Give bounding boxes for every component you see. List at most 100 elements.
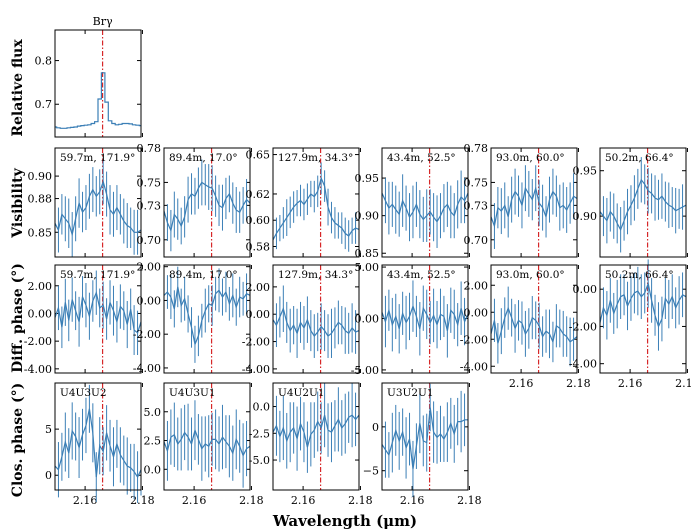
ytick-label: 0.90 [28,170,53,183]
series-line [381,304,469,331]
ytick-label: -2.00 [569,320,597,333]
panel: -4.00 -2.00 0.00 2.00 2.16 2.18 93.0m, 60.0° [460,264,591,390]
panel-frame [272,147,360,258]
ytick-label: 0.90 [355,210,380,223]
panel-frame [272,264,360,374]
ytick-label: -2.00 [460,333,488,346]
panel: 0.70 0.73 0.75 0.78 89.4m, 17.0° [137,142,252,258]
xtick-label: 2.18 [566,377,591,390]
ytick-label: 2.00 [28,280,53,293]
ytick-label: 2.5 [144,435,162,448]
ytick-label: 0.95 [355,172,380,185]
ytick-label: 0 [45,469,52,482]
xtick-label: 2.16 [509,377,534,390]
ytick-label: -2.00 [242,336,270,349]
xtick-label: 2.16 [618,377,643,390]
xtick-label: 2.18 [675,377,691,390]
ytick-label: 0.00 [464,306,489,319]
br-gamma-label: Brγ [93,15,113,28]
ytick-label: 0.60 [246,214,271,227]
series-line [272,176,360,241]
ytick-label: 5.0 [144,406,162,419]
ytick-label: 5.00 [355,261,380,274]
panel-frame [54,382,142,491]
panel: 0.70 0.73 0.75 0.78 93.0m, 60.0° [464,142,579,258]
ytick-label: 0.00 [28,307,53,320]
series-line [54,408,142,479]
ytick-label: 0.58 [246,240,271,253]
ytick-label: −5 [363,465,379,478]
ytick-label: 0.0 [253,401,271,414]
panel: 0.58 0.60 0.62 0.65 127.9m, 34.3° [246,147,361,258]
series-line [54,179,142,237]
baseline-label: 93.0m, 60.0° [496,152,565,164]
ytick-label: 0.0 [144,463,162,476]
ytick-label: 0.00 [137,294,162,307]
ytick-label: 0.00 [246,308,271,321]
panel: 0.85 0.90 0.95 43.4m, 52.5° [355,147,470,260]
ytick-label: 0.00 [355,312,380,325]
ytick-label: 0.85 [355,247,380,260]
series-line [55,72,141,129]
baseline-label: 59.7m, 171.9° [60,269,135,281]
ytick-label: 0.00 [573,283,598,296]
ytick-label: 0.65 [246,149,271,162]
baseline-label: U3U2U1 [387,387,434,399]
xtick-label: 2.18 [348,494,373,507]
row-ylabel: Diff. phase (°) [10,263,26,373]
panel-frame [381,264,469,374]
ytick-label: 0.62 [246,188,271,201]
ytick-label: 0 [372,421,379,434]
ytick-label: 0.88 [28,193,53,206]
ytick-label: 0.95 [573,165,598,178]
ytick-label: 0.8 [35,55,53,68]
ytick-label: 0.75 [137,176,162,189]
ytick-label: 5 [45,423,52,436]
panel-frame [599,147,687,258]
panel: -5.00 0.00 5.00 43.4m, 52.5° [351,261,470,377]
ytick-label: 0.85 [28,226,53,239]
xtick-label: 2.16 [182,494,207,507]
panel: 0.90 0.95 50.2m, 66.4° [573,147,688,258]
series-line [163,286,251,347]
ytick-label: -4.00 [133,362,161,375]
ytick-label: 0.7 [35,98,53,111]
series-line [54,290,142,334]
baseline-label: 89.4m, 17.0° [169,152,238,164]
series-line [599,281,687,329]
row-ylabel: Relative flux [10,39,26,137]
panel: 0 5 2.16 2.18 U4U3U2 [45,382,155,507]
xtick-label: 2.16 [73,494,98,507]
series-line [272,414,360,448]
ytick-label: -4.00 [242,363,270,376]
ytick-label: -5.0 [249,454,270,467]
panel-frame [272,382,360,491]
ytick-label: 0.90 [573,210,598,223]
series-line [599,178,687,232]
ytick-label: -2.5 [249,427,270,440]
panel-frame [490,147,578,258]
panel: -4.00 -2.00 0.00 2.00 127.9m, 34.3° [242,264,361,376]
panel-frame [54,29,142,138]
baseline-label: 50.2m, 66.4° [605,269,674,281]
panel: 0.85 0.88 0.90 59.7m, 171.9° [28,147,143,258]
ytick-label: 2.00 [246,281,271,294]
ytick-label: 0.73 [137,199,162,212]
series-line [490,185,578,229]
ytick-label: 0.75 [464,176,489,189]
ytick-label: 2.00 [464,279,489,292]
baseline-label: 127.9m, 34.3° [278,269,353,281]
ytick-label: -4.00 [460,360,488,373]
ytick-label: -4.00 [24,363,52,376]
panel: -4.00 -2.00 0.00 2.00 59.7m, 171.9° [24,264,143,376]
panel-frame [54,147,142,258]
panel: -4.00 -2.00 0.00 2.16 2.18 50.2m, 66.4° [569,259,691,390]
baseline-label: 89.4m, 17.0° [169,269,238,281]
baseline-label: 50.2m, 66.4° [605,152,674,164]
panel-frame [381,147,469,258]
ytick-label: -4.00 [569,358,597,371]
ytick-label: 0.70 [137,234,162,247]
xtick-label: 2.18 [239,494,264,507]
